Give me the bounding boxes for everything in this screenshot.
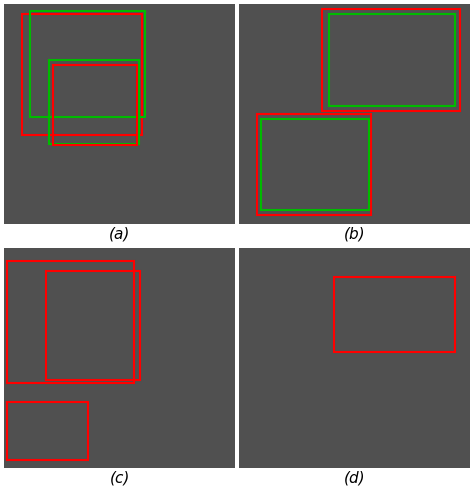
- X-axis label: (d): (d): [344, 471, 365, 486]
- Bar: [328, 14, 455, 106]
- Bar: [256, 115, 372, 215]
- Bar: [7, 261, 134, 383]
- Bar: [262, 119, 369, 211]
- Bar: [49, 60, 138, 144]
- Bar: [53, 66, 137, 145]
- X-axis label: (c): (c): [109, 471, 130, 486]
- Bar: [322, 9, 460, 111]
- X-axis label: (b): (b): [344, 226, 365, 242]
- Bar: [22, 14, 142, 135]
- Bar: [7, 402, 88, 460]
- Bar: [46, 271, 140, 380]
- Bar: [30, 11, 146, 117]
- Bar: [335, 277, 455, 352]
- X-axis label: (a): (a): [109, 226, 130, 242]
